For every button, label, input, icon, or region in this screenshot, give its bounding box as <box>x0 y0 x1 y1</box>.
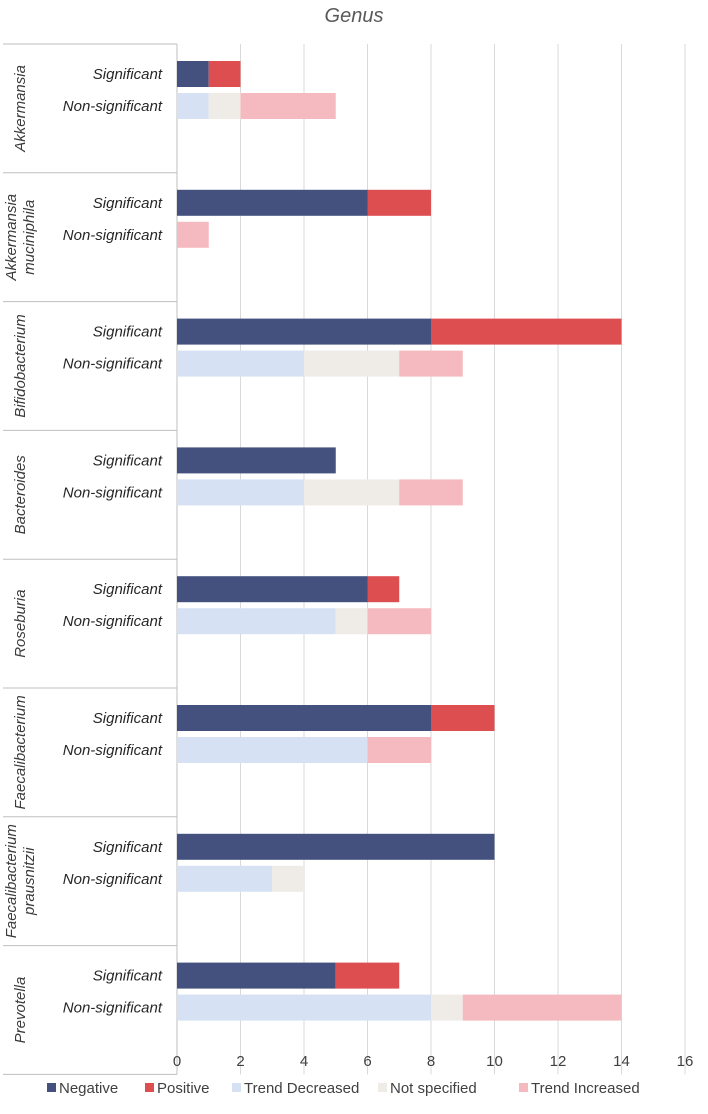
genus-label-line: Faecalibacterium <box>3 824 20 938</box>
bar-segment-trend-increased <box>367 608 431 635</box>
bar-segment-negative <box>177 189 368 216</box>
row-label: Non-significant <box>63 227 163 244</box>
x-tick-label: 0 <box>173 1053 181 1070</box>
bar-segment-not-specified <box>431 994 463 1021</box>
bar-segment-not-specified <box>304 350 400 377</box>
genus-label-line: prausnitzii <box>21 847 38 916</box>
bar-segment-not-specified <box>335 608 368 635</box>
bar-segment-negative <box>177 705 431 731</box>
row-label: Significant <box>93 195 163 212</box>
legend-swatch-not-specified <box>378 1083 387 1092</box>
bar-segment-trend-decreased <box>177 865 273 892</box>
bar-segment-trend-increased <box>399 350 463 377</box>
genus-label: Bacteroides <box>12 455 29 535</box>
row-label: Non-significant <box>63 1000 163 1017</box>
bar-segment-positive <box>431 705 495 731</box>
genus-label: Bifidobacterium <box>12 314 29 417</box>
row-label: Significant <box>93 581 163 598</box>
bar-segment-positive <box>431 318 622 345</box>
bar-segment-trend-decreased <box>177 350 304 377</box>
row-label: Non-significant <box>63 871 163 888</box>
bar-segment-negative <box>177 447 336 474</box>
row-label: Non-significant <box>63 484 163 501</box>
legend-label: Negative <box>59 1080 118 1097</box>
bar-segment-trend-increased <box>240 93 336 119</box>
genus-label-line: Prevotella <box>12 977 29 1044</box>
bar-segment-trend-decreased <box>177 994 431 1021</box>
bar-segment-negative <box>177 962 336 989</box>
row-label: Significant <box>93 968 163 985</box>
genus-label: Faecalibacterium <box>12 695 29 809</box>
row-label: Significant <box>93 324 163 341</box>
genus-label: Akkermansiamuciniphila <box>3 194 38 282</box>
x-tick-label: 6 <box>363 1053 371 1070</box>
genus-label-line: Akkermansia <box>3 194 20 282</box>
bar-segment-trend-increased <box>462 994 622 1021</box>
genus-label-line: Roseburia <box>12 589 29 657</box>
bar-segment-trend-increased <box>399 479 463 506</box>
row-label: Non-significant <box>63 98 163 115</box>
bar-segment-positive <box>208 61 241 87</box>
bar-segment-not-specified <box>272 865 304 892</box>
bar-segment-negative <box>177 318 431 345</box>
x-axis-ticks: 0 2 4 6 8 10 12 14 16 <box>173 1053 694 1070</box>
bar-segment-not-specified <box>304 479 400 506</box>
legend-label: Not specified <box>390 1080 477 1097</box>
row-label: Significant <box>93 452 163 469</box>
genus-label: Faecalibacteriumprausnitzii <box>3 824 38 938</box>
bar-segment-trend-decreased <box>177 479 304 506</box>
row-label: Significant <box>93 839 163 856</box>
x-tick-label: 10 <box>486 1053 503 1070</box>
genus-label-line: Akkermansia <box>12 65 29 153</box>
bar-segment-trend-decreased <box>177 93 209 119</box>
legend: Negative Positive Trend Decreased Not speci… <box>47 1080 640 1097</box>
legend-label: Trend Decreased <box>244 1080 359 1097</box>
bar-segment-negative <box>177 576 368 603</box>
genus-label: Akkermansia <box>12 65 29 153</box>
row-label: Significant <box>93 66 163 83</box>
x-tick-label: 2 <box>236 1053 244 1070</box>
row-label: Non-significant <box>63 613 163 630</box>
legend-label: Trend Increased <box>531 1080 640 1097</box>
bar-segment-not-specified <box>208 93 241 119</box>
legend-label: Positive <box>157 1080 210 1097</box>
legend-swatch-trend-decreased <box>232 1083 241 1092</box>
row-label: Non-significant <box>63 356 163 373</box>
legend-swatch-positive <box>145 1083 154 1092</box>
row-label: Significant <box>93 710 163 727</box>
x-tick-label: 14 <box>613 1053 630 1070</box>
bar-segment-negative <box>177 833 495 860</box>
category-frame <box>3 43 178 1075</box>
genus-label-line: Bifidobacterium <box>12 314 29 417</box>
genus-label: Prevotella <box>12 977 29 1044</box>
genus-label: Roseburia <box>12 589 29 657</box>
chart-title: Genus <box>325 5 384 27</box>
bar-segment-positive <box>367 189 431 216</box>
bar-segment-trend-decreased <box>177 608 336 635</box>
bar-segment-trend-increased <box>177 221 209 248</box>
genus-label-line: muciniphila <box>21 200 38 275</box>
category-labels: Akkermansia Significant Non-significant Akk… <box>3 65 163 1043</box>
genus-label-line: Faecalibacterium <box>12 695 29 809</box>
bar-segment-trend-decreased <box>177 737 368 763</box>
bar-segment-trend-increased <box>367 737 431 763</box>
bars <box>177 61 622 1021</box>
x-tick-label: 8 <box>427 1053 435 1070</box>
legend-swatch-negative <box>47 1083 56 1092</box>
bar-segment-positive <box>335 962 400 989</box>
x-tick-label: 12 <box>550 1053 567 1070</box>
genus-label-line: Bacteroides <box>12 455 29 535</box>
bar-segment-positive <box>367 576 400 603</box>
row-label: Non-significant <box>63 742 163 759</box>
x-tick-label: 4 <box>300 1053 308 1070</box>
bar-segment-negative <box>177 61 209 87</box>
legend-swatch-trend-increased <box>519 1083 528 1092</box>
x-tick-label: 16 <box>677 1053 694 1070</box>
